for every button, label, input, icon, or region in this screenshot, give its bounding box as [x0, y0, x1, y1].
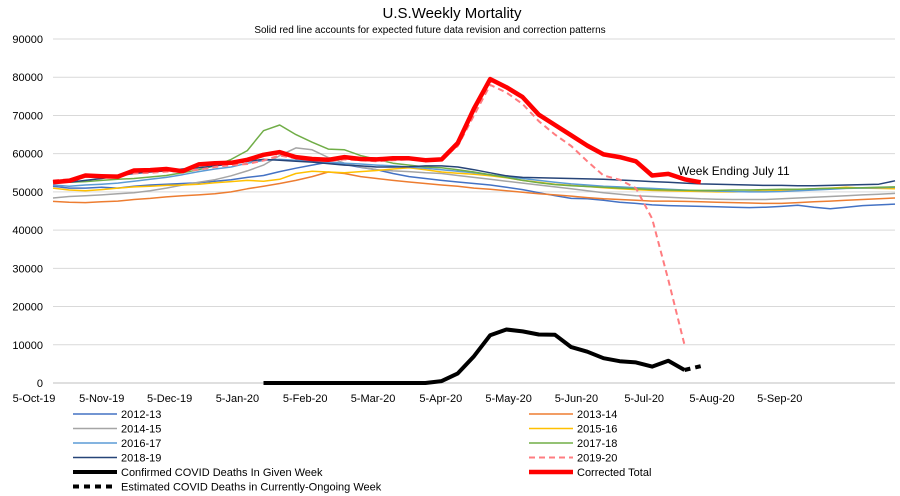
- series-line-corrected-total: [52, 76, 702, 185]
- x-tick-label: 5-Nov-19: [79, 393, 124, 405]
- x-tick-label: 5-Apr-20: [419, 393, 462, 405]
- gridlines: [53, 38, 895, 384]
- legend-label: Confirmed COVID Deaths In Given Week: [121, 467, 323, 479]
- y-tick-label: 60000: [12, 149, 43, 161]
- series-line-2019-20: [52, 83, 686, 346]
- x-tick-label: 5-Jun-20: [555, 393, 598, 405]
- legend-label: 2013-14: [577, 409, 617, 421]
- x-tick-label: 5-Mar-20: [351, 393, 396, 405]
- series-lines: [52, 76, 896, 385]
- legend-label: 2016-17: [121, 438, 161, 450]
- chart-title: U.S.Weekly Mortality: [383, 5, 522, 22]
- x-tick-label: 5-Oct-19: [13, 393, 56, 405]
- week-ending-annotation: Week Ending July 11: [678, 164, 790, 178]
- legend-label: Corrected Total: [577, 467, 651, 479]
- legend-label: 2019-20: [577, 453, 617, 465]
- y-tick-label: 90000: [12, 34, 43, 46]
- x-tick-label: 5-Sep-20: [757, 393, 802, 405]
- x-tick-label: 5-Feb-20: [283, 393, 328, 405]
- y-axis-ticks: 0 10000 20000 30000 40000 50000 60000 70000 8000…: [12, 34, 43, 390]
- x-tick-label: 5-Jul-20: [624, 393, 664, 405]
- legend-label: 2014-15: [121, 424, 161, 436]
- y-tick-label: 40000: [12, 225, 43, 237]
- y-tick-label: 50000: [12, 187, 43, 199]
- x-tick-label: 5-Dec-19: [147, 393, 192, 405]
- x-axis-ticks: 5-Oct-19 5-Nov-19 5-Dec-19 5-Jan-20 5-Feb-20…: [13, 393, 803, 405]
- legend-label: Estimated COVID Deaths in Currently-Ongo…: [121, 482, 382, 494]
- y-tick-label: 20000: [12, 302, 43, 314]
- legend-label: 2012-13: [121, 409, 161, 421]
- y-tick-label: 10000: [12, 340, 43, 352]
- series-line-2013-14: [52, 171, 896, 205]
- legend-label: 2017-18: [577, 438, 617, 450]
- y-tick-label: 0: [37, 378, 43, 390]
- y-tick-label: 70000: [12, 110, 43, 122]
- x-tick-label: 5-May-20: [485, 393, 531, 405]
- y-tick-label: 30000: [12, 263, 43, 275]
- x-tick-label: 5-Aug-20: [689, 393, 734, 405]
- series-line-estimated-covid-deaths-in-currently-ongoing-week: [684, 364, 702, 372]
- series-line-2014-15: [52, 147, 896, 201]
- legend: 2012-13 2013-14 2014-15 2015-16 2016-17 2017-…: [73, 409, 651, 494]
- series-line-confirmed-covid-deaths-in-given-week: [263, 327, 686, 385]
- x-tick-label: 5-Jan-20: [216, 393, 259, 405]
- series-line-2016-17: [52, 158, 896, 193]
- legend-label: 2018-19: [121, 453, 161, 465]
- legend-label: 2015-16: [577, 424, 617, 436]
- y-tick-label: 80000: [12, 72, 43, 84]
- chart-subtitle: Solid red line accounts for expected fut…: [254, 25, 605, 36]
